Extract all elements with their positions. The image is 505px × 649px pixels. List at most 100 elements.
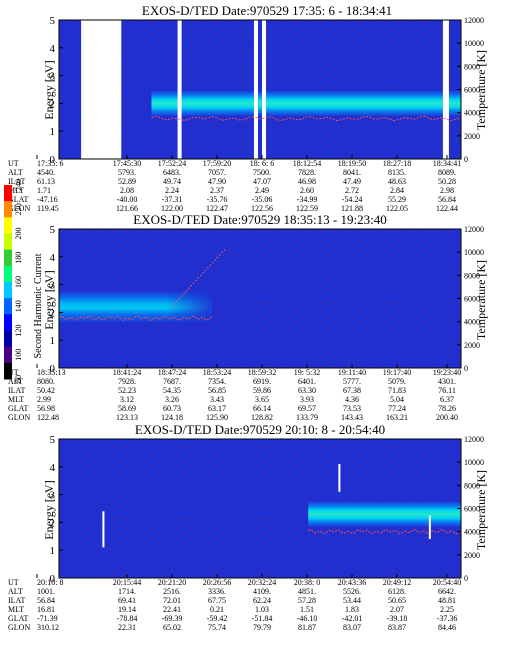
temperature-tick-label: 0	[464, 155, 468, 164]
orbit-row-value: 6401.	[298, 377, 316, 386]
orbit-row-value: 56.84	[438, 195, 456, 204]
data-gap	[262, 20, 267, 159]
orbit-row-value: 200.40	[436, 413, 458, 422]
orbit-row-value: 6128.	[388, 587, 406, 596]
orbit-row-value: 2.49	[255, 186, 269, 195]
orbit-row-value: -69.39	[162, 614, 183, 623]
orbit-row-value: 71.83	[388, 386, 406, 395]
colorbar-tick-label: 100	[14, 349, 23, 361]
orbit-row-value: 3.12	[120, 395, 134, 404]
orbit-row-value: -35.76	[207, 195, 228, 204]
orbit-row-label: GLAT	[8, 614, 29, 623]
panel-1-orbit-table: UT 17:35: 6 17:45:30 17:52:24 17:59:20 18: 6:…	[8, 159, 461, 213]
orbit-row-value: 8080.	[37, 377, 55, 386]
orbit-row-value: 67.38	[343, 386, 361, 395]
orbit-row-value: 1.71	[37, 186, 51, 195]
panel-1-temperature-trace	[151, 115, 462, 122]
orbit-row-value: 69.41	[118, 596, 136, 605]
orbit-row-value: 62.24	[253, 596, 271, 605]
orbit-row-value: 56.85	[208, 386, 226, 395]
temperature-tick-label: 12000	[464, 225, 484, 234]
orbit-row-value: 4109.	[253, 587, 271, 596]
colorbar-tick-label: 200	[14, 228, 23, 240]
orbit-row-value: 79.79	[253, 623, 271, 632]
panel-2-orbit-table: UT 18:35:13 18:41:24 18:47:24 18:53:24 18:59:…	[8, 368, 461, 422]
panel-1-y2label: Temperature [K]	[474, 50, 488, 130]
orbit-row-value: 5793.	[118, 168, 136, 177]
spike	[428, 515, 431, 540]
spike	[338, 464, 341, 492]
orbit-row-value: 1001.	[37, 587, 55, 596]
orbit-row-value: 53.44	[343, 596, 361, 605]
temperature-tick-label: 6000	[464, 295, 480, 304]
orbit-row-value: 49.74	[163, 177, 181, 186]
orbit-row-value: 20:43:36	[338, 578, 366, 587]
orbit-row-value: 60.73	[163, 404, 181, 413]
orbit-row-value: 2.37	[210, 186, 224, 195]
orbit-row-label: ALT	[8, 587, 23, 596]
colorbar: 80 100 120 140 160 180 200 220 240	[4, 179, 23, 383]
orbit-row-value: 20:21:20	[158, 578, 186, 587]
orbit-row-value: 66.14	[253, 404, 271, 413]
temperature-tick-label: 8000	[464, 481, 480, 490]
colorbar-label: Second Harmonic Current	[33, 253, 44, 358]
orbit-row-label: GLAT	[8, 195, 29, 204]
orbit-row-label: UT	[8, 368, 19, 377]
orbit-row-value: 20:26:56	[203, 578, 231, 587]
orbit-row-value: 22.31	[118, 623, 136, 632]
panel-2-temperature-trace	[58, 315, 213, 322]
orbit-row-value: 2.25	[440, 605, 454, 614]
orbit-row-value: 8135.	[388, 168, 406, 177]
orbit-row-value: -37.36	[437, 614, 458, 623]
panel-1-temperature-axis: 0 2000 4000 6000 8000 10000 12000	[36, 16, 484, 164]
orbit-row-value: 18:35:13	[37, 368, 65, 377]
energy-tick-label: 0	[50, 154, 56, 166]
orbit-row-value: 46.98	[298, 177, 316, 186]
orbit-row-value: 1714.	[118, 587, 136, 596]
temperature-trace-line	[307, 528, 462, 535]
orbit-row-value: -47.16	[37, 195, 58, 204]
orbit-row-value: -46.10	[297, 614, 318, 623]
energy-tick-label: 5	[50, 15, 56, 27]
panel-2-temperature-axis: 0 2000 4000 6000 8000 10000 12000	[36, 225, 484, 373]
temperature-tick-label: 4000	[464, 528, 480, 537]
panel-2-y2label: Temperature [K]	[474, 260, 488, 340]
orbit-row-value: 18:41:24	[113, 368, 141, 377]
colorbar-tick-label: 180	[14, 252, 23, 264]
energy-tick-label: 3	[50, 280, 56, 292]
orbit-row-value: 8089.	[438, 168, 456, 177]
orbit-row-value: 48.63	[388, 177, 406, 186]
orbit-row-value: 122.44	[436, 204, 458, 213]
orbit-row-value: 56.98	[37, 404, 55, 413]
orbit-row-value: 1.83	[345, 605, 359, 614]
energy-tick-label: 1	[50, 335, 56, 347]
orbit-row-value: 2.99	[37, 395, 51, 404]
orbit-row-value: 20:32:24	[248, 578, 276, 587]
orbit-row-value: 310.12	[37, 623, 59, 632]
orbit-row-value: 7828.	[298, 168, 316, 177]
temperature-tick-label: 6000	[464, 86, 480, 95]
orbit-row-value: 1.51	[300, 605, 314, 614]
panel-3-energy-axis: 0 1 2 3 4 5	[50, 434, 63, 585]
orbit-row-value: 125.90	[206, 413, 228, 422]
colorbar-segment	[4, 201, 12, 218]
orbit-row-value: 7500.	[253, 168, 271, 177]
orbit-row-value: 72.01	[163, 596, 181, 605]
orbit-row-value: 47.90	[208, 177, 226, 186]
energy-band-fill	[151, 90, 461, 116]
energy-tick-label: 5	[50, 434, 56, 446]
orbit-row-value: 59.86	[253, 386, 271, 395]
orbit-row-value: 119.45	[37, 204, 59, 213]
orbit-row-value: 18:34:41	[433, 159, 461, 168]
orbit-row-value: 18:19:50	[338, 159, 366, 168]
orbit-row-label: GLON	[8, 413, 30, 422]
energy-tick-label: 3	[50, 490, 56, 502]
orbit-row-value: 19.14	[118, 605, 136, 614]
orbit-row-value: -37.31	[162, 195, 183, 204]
orbit-row-value: 19:11:40	[338, 368, 366, 377]
panel-3-title: EXOS-D/TED Date:970529 20:10: 8 - 20:54:…	[135, 422, 385, 437]
panel-2-title: EXOS-D/TED Date:970529 18:35:13 - 19:23:…	[133, 212, 386, 227]
energy-tick-label: 1	[50, 126, 56, 138]
orbit-row-value: 18:12:54	[293, 159, 321, 168]
orbit-row-value: 4540.	[37, 168, 55, 177]
